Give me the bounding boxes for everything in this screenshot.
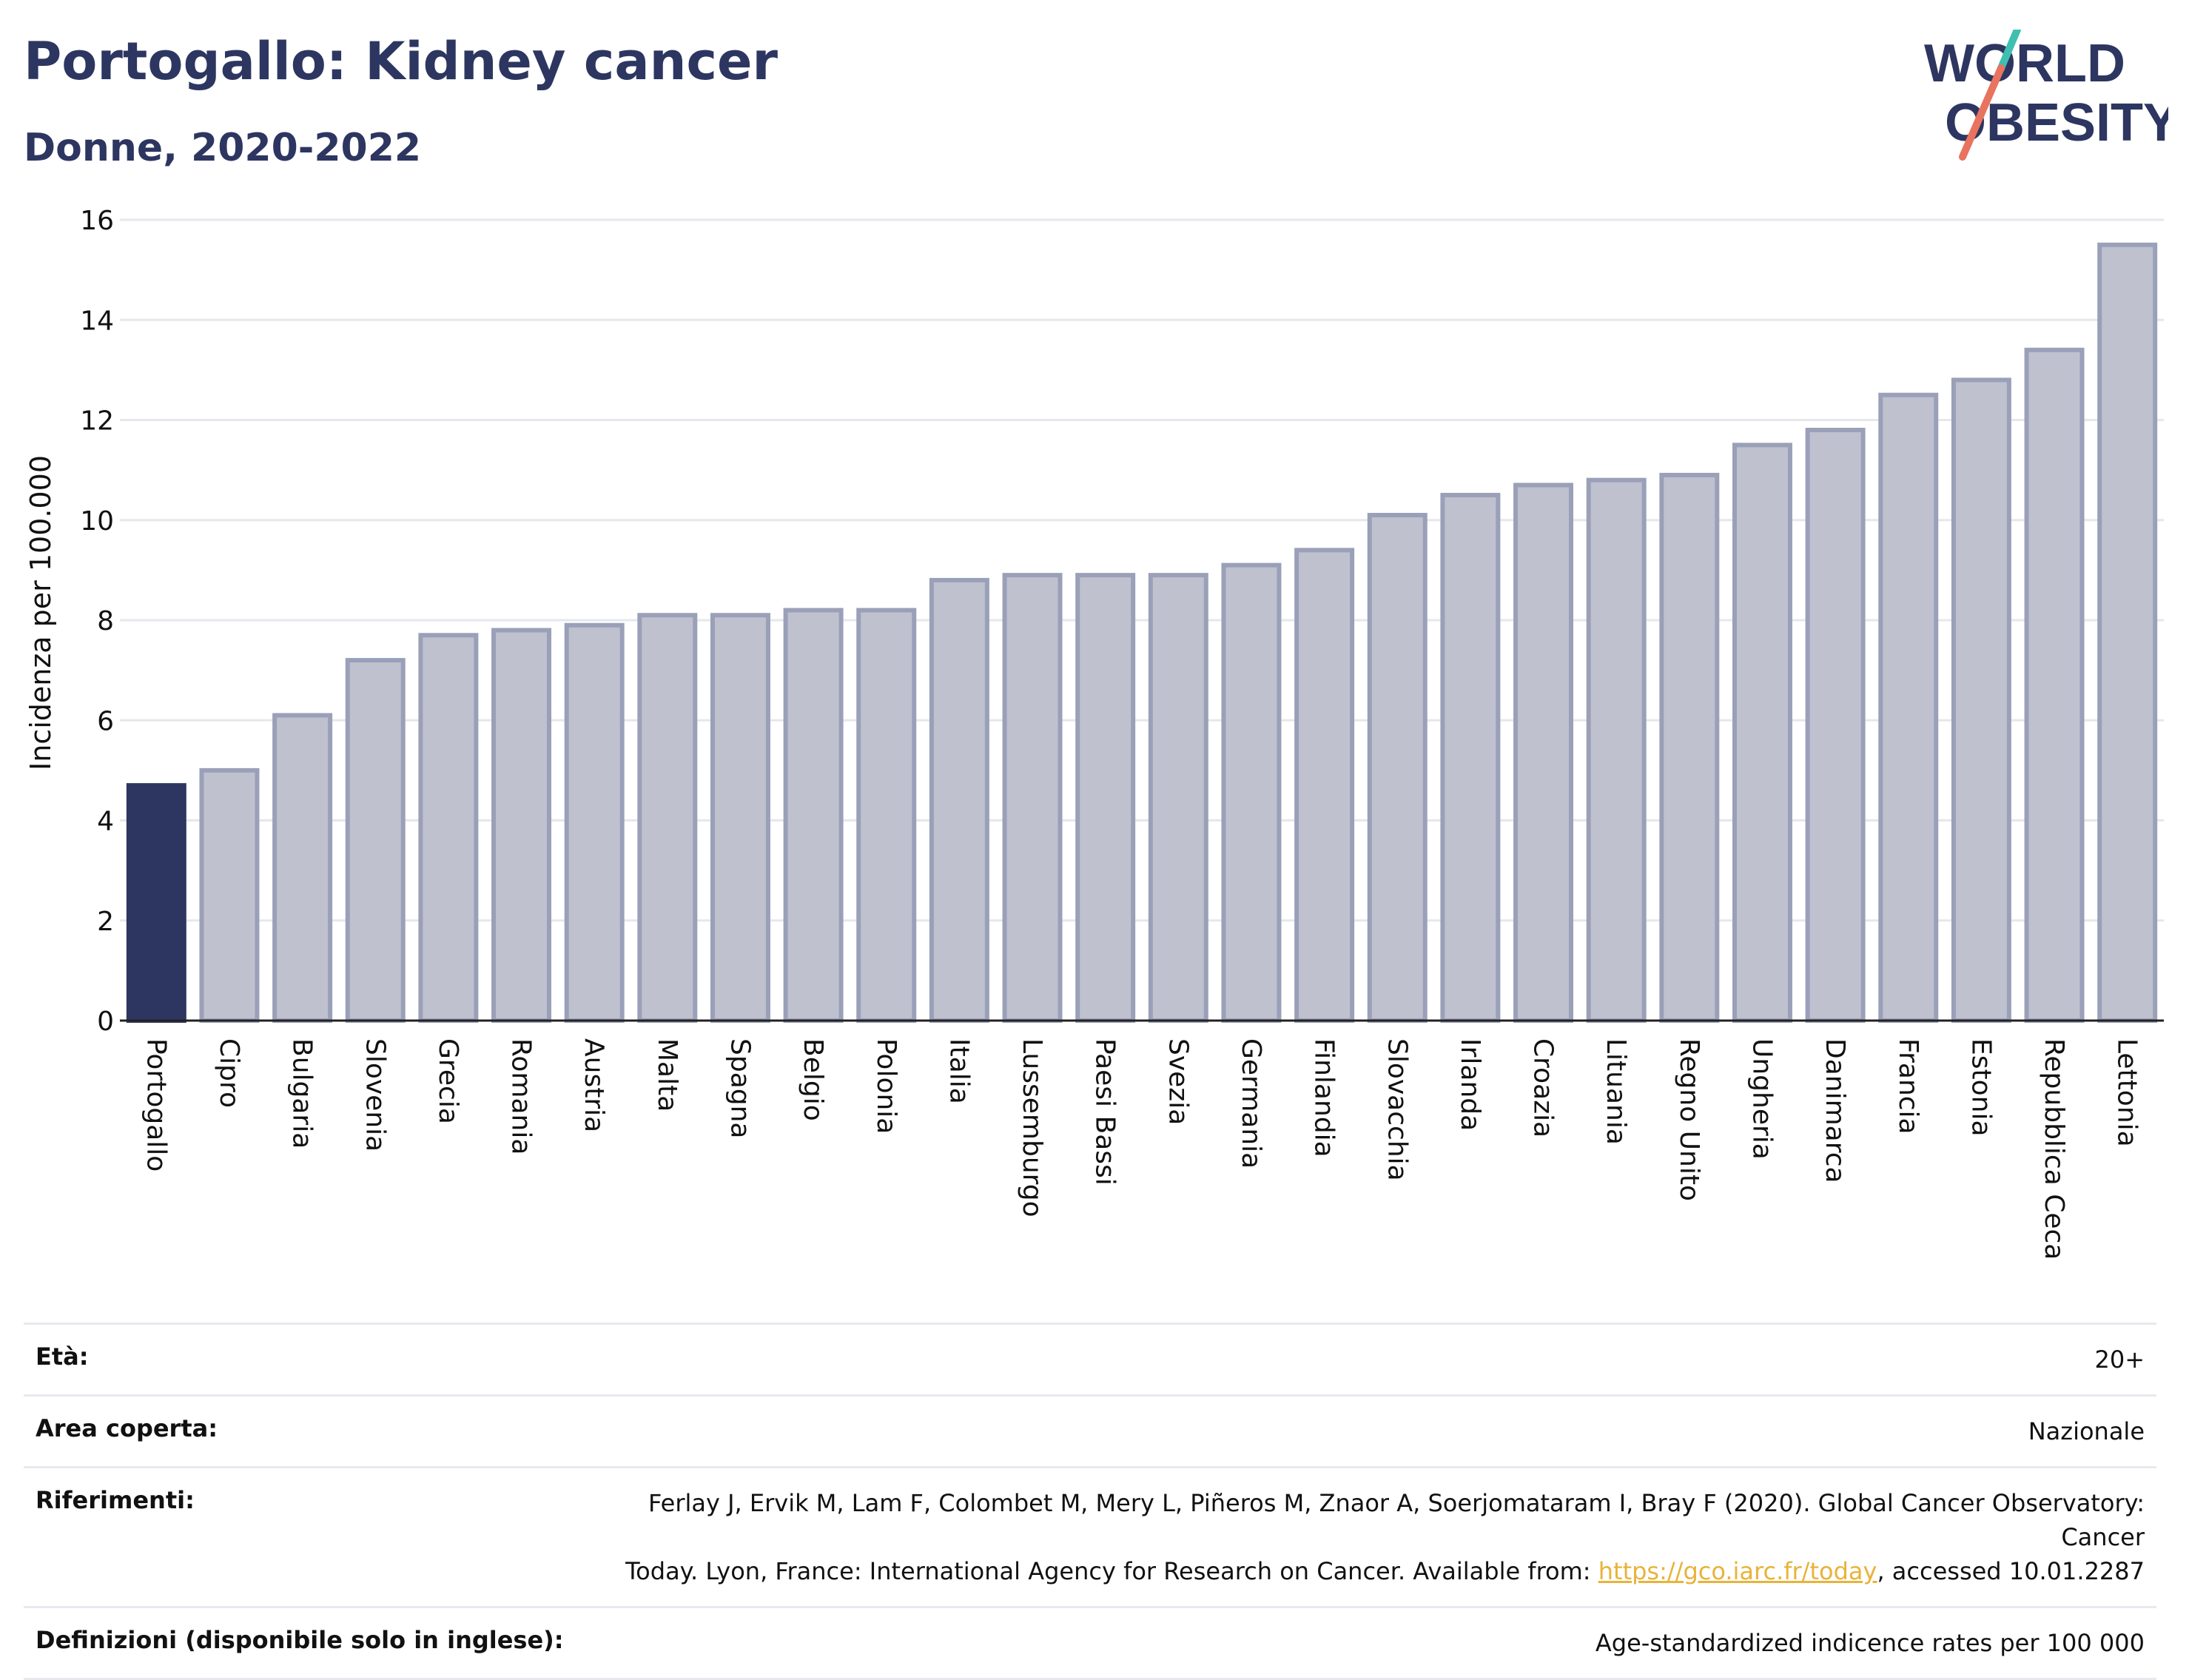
y-tick-label: 8 [97, 606, 114, 636]
bar-spagna [710, 613, 770, 1023]
info-row-area: Area coperta: Nazionale [24, 1394, 2156, 1468]
y-tick-label: 6 [97, 706, 114, 736]
bar-lituania [1586, 477, 1647, 1023]
bar-germania [1221, 562, 1282, 1023]
info-row-references: Riferimenti: Ferlay J, Ervik M, Lam F, C… [24, 1466, 2156, 1607]
y-tick-label: 4 [97, 807, 114, 837]
area-value: Nazionale [580, 1394, 2156, 1468]
y-tick-label: 14 [80, 306, 114, 336]
y-tick-label: 2 [97, 907, 114, 937]
bar-cipro [199, 767, 260, 1023]
x-tick-label: Repubblica Ceca [2039, 1038, 2069, 1260]
y-tick-label: 12 [80, 406, 114, 437]
x-tick-label: Malta [652, 1038, 682, 1112]
references-value: Ferlay J, Ervik M, Lam F, Colombet M, Me… [580, 1466, 2156, 1607]
references-link[interactable]: https://gco.iarc.fr/today [1598, 1557, 1877, 1585]
x-tick-label: Ungheria [1746, 1038, 1777, 1160]
bar-estonia [1951, 377, 2011, 1023]
x-tick-label: Paesi Bassi [1090, 1038, 1120, 1186]
bar-slovenia [345, 658, 406, 1023]
y-tick-label: 0 [97, 1007, 114, 1037]
x-tick-label: Francia [1893, 1038, 1923, 1135]
definitions-value: Age-standardized indicence rates per 100… [580, 1606, 2156, 1680]
y-axis-ticks: 0 2 4 6 8 10 12 14 16 [80, 206, 114, 1037]
bar-malta [637, 613, 698, 1023]
bar-belgio [783, 608, 844, 1023]
bar-finlandia [1294, 548, 1355, 1023]
bar-lussemburgo [1002, 573, 1063, 1023]
bar-svezia [1148, 573, 1208, 1023]
x-tick-label: Lettonia [2112, 1038, 2142, 1147]
area-label: Area coperta: [24, 1394, 580, 1468]
info-row-definitions: Definizioni (disponibile solo in inglese… [24, 1606, 2156, 1680]
x-tick-label: Irlanda [1455, 1038, 1485, 1131]
bar-italia [929, 577, 989, 1023]
references-line-2: Today. Lyon, France: International Agenc… [625, 1557, 1598, 1585]
logo-slash-top [1997, 30, 2021, 72]
references-line-1: Ferlay J, Ervik M, Lam F, Colombet M, Me… [648, 1489, 2145, 1551]
x-tick-label: Romania [506, 1038, 537, 1155]
age-value: 20+ [580, 1323, 2156, 1396]
x-tick-label: Bulgaria [287, 1038, 317, 1149]
bar-irlanda [1440, 492, 1501, 1023]
bar-lettonia [2097, 242, 2158, 1023]
bar-danimarca [1805, 428, 1866, 1023]
bar-polonia [856, 608, 917, 1023]
x-tick-label: Belgio [798, 1038, 828, 1121]
x-tick-label: Croazia [1528, 1038, 1558, 1138]
bar-bulgaria [272, 713, 333, 1023]
x-tick-label: Austria [579, 1038, 609, 1132]
x-axis-ticks: Portogallo Cipro Bulgaria Slovenia Grecia Rom… [141, 1038, 2142, 1260]
bar-chart: 0 2 4 6 8 10 12 14 16 Portogallo Cipro Bulgaria Slo… [24, 206, 2164, 1260]
x-tick-label: Spagna [724, 1038, 755, 1139]
chart-bars [126, 242, 2158, 1023]
bar-austria [564, 622, 625, 1023]
logo-slash-bottom [1959, 64, 2005, 161]
bar-repubblica-ceca [2024, 347, 2085, 1023]
x-tick-label: Slovenia [360, 1038, 390, 1152]
x-tick-label: Polonia [871, 1038, 901, 1134]
y-tick-label: 10 [80, 506, 114, 537]
bar-francia [1878, 392, 1939, 1023]
references-line-2-end: , accessed 10.01.2287 [1877, 1557, 2145, 1585]
world-obesity-logo: WORLD OBESITY [1924, 30, 2168, 161]
x-tick-label: Estonia [1966, 1038, 1996, 1137]
logo-line-1: WORLD [1924, 34, 2125, 93]
x-tick-label: Grecia [433, 1038, 463, 1124]
bar-regno-unito [1659, 472, 1720, 1023]
chart-title: Portogallo: Kidney cancer [24, 31, 778, 92]
age-label: Età: [24, 1323, 580, 1396]
x-tick-label: Italia [944, 1038, 974, 1104]
x-tick-label: Lussemburgo [1017, 1038, 1047, 1217]
x-tick-label: Svezia [1163, 1038, 1193, 1125]
bar-ungheria [1732, 443, 1792, 1023]
x-tick-label: Cipro [214, 1038, 244, 1108]
bar-portogallo [126, 783, 186, 1023]
bar-slovacchia [1367, 512, 1428, 1023]
x-tick-label: Slovacchia [1382, 1038, 1412, 1181]
x-tick-label: Lituania [1601, 1038, 1631, 1145]
info-table: Età: 20+ Area coperta: Nazionale Riferim… [24, 1323, 2156, 1680]
bar-paesi-bassi [1075, 573, 1136, 1023]
x-tick-label: Danimarca [1820, 1038, 1850, 1183]
x-tick-label: Germania [1236, 1038, 1266, 1169]
x-tick-label: Portogallo [141, 1038, 171, 1172]
y-tick-label: 16 [80, 206, 114, 236]
x-tick-label: Regno Unito [1674, 1038, 1704, 1201]
chart-subtitle: Donne, 2020-2022 [24, 126, 422, 170]
bar-romania [491, 628, 552, 1023]
y-axis-label: Incidenza per 100.000 [24, 455, 57, 770]
info-row-age: Età: 20+ [24, 1323, 2156, 1396]
bar-croazia [1513, 483, 1574, 1023]
x-tick-label: Finlandia [1309, 1038, 1339, 1157]
definitions-label: Definizioni (disponibile solo in inglese… [24, 1606, 580, 1680]
references-label: Riferimenti: [24, 1466, 580, 1607]
bar-grecia [418, 633, 479, 1023]
